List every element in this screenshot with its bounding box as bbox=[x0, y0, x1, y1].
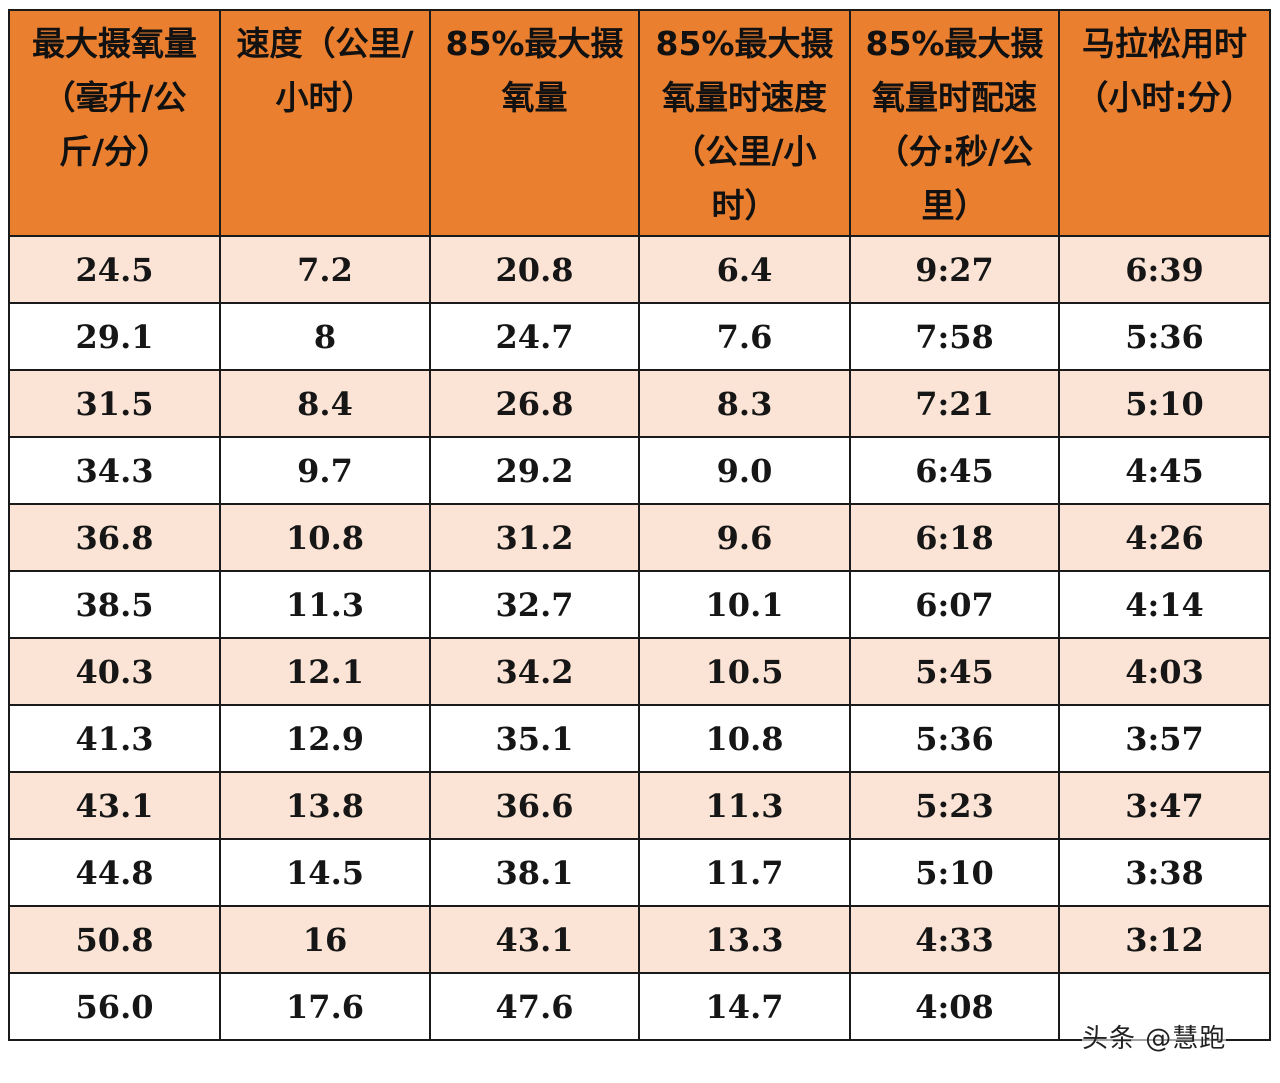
table-cell: 26.8 bbox=[429, 369, 640, 438]
table-cell: 3:47 bbox=[1058, 771, 1271, 840]
table-cell: 17.6 bbox=[219, 972, 431, 1041]
table-cell: 44.8 bbox=[8, 838, 221, 907]
table-cell: 14.5 bbox=[219, 838, 431, 907]
table-cell: 5:36 bbox=[1058, 302, 1271, 371]
table-row: 31.5 8.4 26.8 8.3 7:21 5:10 bbox=[8, 369, 1271, 438]
table-cell: 11.3 bbox=[638, 771, 851, 840]
watermark: 头条 @慧跑 bbox=[1082, 1018, 1227, 1055]
column-header-label: 速度（公里/小时） bbox=[236, 24, 414, 117]
table-cell: 6:39 bbox=[1058, 235, 1271, 304]
vo2max-marathon-table: 最大摄氧量（毫升/公斤/分） 速度（公里/小时） 85%最大摄氧量 85%最大摄氧量时… bbox=[8, 9, 1271, 1041]
table-cell: 36.6 bbox=[429, 771, 640, 840]
column-header-label: 85%最大摄氧量 bbox=[445, 24, 624, 117]
header-row: 最大摄氧量（毫升/公斤/分） 速度（公里/小时） 85%最大摄氧量 85%最大摄氧量时… bbox=[8, 9, 1271, 237]
table-row: 43.1 13.8 36.6 11.3 5:23 3:47 bbox=[8, 771, 1271, 840]
table-cell: 5:23 bbox=[849, 771, 1060, 840]
table-cell: 3:12 bbox=[1058, 905, 1271, 974]
table-cell: 43.1 bbox=[429, 905, 640, 974]
table-cell: 20.8 bbox=[429, 235, 640, 304]
table-cell: 11.3 bbox=[219, 570, 431, 639]
table-cell: 56.0 bbox=[8, 972, 221, 1041]
column-header-3: 85%最大摄氧量时速度（公里/小时） bbox=[638, 9, 851, 237]
table-cell: 5:10 bbox=[849, 838, 1060, 907]
table-cell: 47.6 bbox=[429, 972, 640, 1041]
table-cell: 7:21 bbox=[849, 369, 1060, 438]
table-cell: 8.3 bbox=[638, 369, 851, 438]
table-cell: 3:38 bbox=[1058, 838, 1271, 907]
table-body: 24.5 7.2 20.8 6.4 9:27 6:39 29.1 8 24.7 7.6 7:58 5:… bbox=[8, 235, 1271, 1041]
table-cell: 35.1 bbox=[429, 704, 640, 773]
table-cell: 3:57 bbox=[1058, 704, 1271, 773]
table-cell: 5:36 bbox=[849, 704, 1060, 773]
table-cell: 8.4 bbox=[219, 369, 431, 438]
table-cell: 10.8 bbox=[638, 704, 851, 773]
table-row: 34.3 9.7 29.2 9.0 6:45 4:45 bbox=[8, 436, 1271, 505]
table-cell: 4:33 bbox=[849, 905, 1060, 974]
table-cell: 4:45 bbox=[1058, 436, 1271, 505]
table-cell: 31.5 bbox=[8, 369, 221, 438]
table-cell: 43.1 bbox=[8, 771, 221, 840]
table-cell: 12.1 bbox=[219, 637, 431, 706]
column-header-label: 最大摄氧量（毫升/公斤/分） bbox=[32, 24, 197, 171]
table-cell: 10.1 bbox=[638, 570, 851, 639]
table-cell: 40.3 bbox=[8, 637, 221, 706]
column-header-label: 85%最大摄氧量时配速（分:秒/公里） bbox=[865, 24, 1044, 225]
table-row: 41.3 12.9 35.1 10.8 5:36 3:57 bbox=[8, 704, 1271, 773]
table-row: 40.3 12.1 34.2 10.5 5:45 4:03 bbox=[8, 637, 1271, 706]
table-row: 36.8 10.8 31.2 9.6 6:18 4:26 bbox=[8, 503, 1271, 572]
table-cell: 38.5 bbox=[8, 570, 221, 639]
table-cell: 32.7 bbox=[429, 570, 640, 639]
column-header-label: 马拉松用时（小时:分） bbox=[1075, 24, 1254, 117]
table-cell: 5:45 bbox=[849, 637, 1060, 706]
table-cell: 9.6 bbox=[638, 503, 851, 572]
table-cell: 34.3 bbox=[8, 436, 221, 505]
table-cell: 24.7 bbox=[429, 302, 640, 371]
table-cell: 12.9 bbox=[219, 704, 431, 773]
table-cell: 4:03 bbox=[1058, 637, 1271, 706]
table-row: 29.1 8 24.7 7.6 7:58 5:36 bbox=[8, 302, 1271, 371]
table-cell: 14.7 bbox=[638, 972, 851, 1041]
table-cell: 7.2 bbox=[219, 235, 431, 304]
table-cell: 29.1 bbox=[8, 302, 221, 371]
table-cell: 9:27 bbox=[849, 235, 1060, 304]
column-header-label: 85%最大摄氧量时速度（公里/小时） bbox=[655, 24, 834, 225]
table-cell: 50.8 bbox=[8, 905, 221, 974]
table-cell: 16 bbox=[219, 905, 431, 974]
table-cell: 4:26 bbox=[1058, 503, 1271, 572]
table-cell: 6:18 bbox=[849, 503, 1060, 572]
table-cell: 8 bbox=[219, 302, 431, 371]
table-cell: 24.5 bbox=[8, 235, 221, 304]
table-cell: 41.3 bbox=[8, 704, 221, 773]
table-cell: 31.2 bbox=[429, 503, 640, 572]
table-cell: 38.1 bbox=[429, 838, 640, 907]
column-header-1: 速度（公里/小时） bbox=[219, 9, 431, 237]
table-cell: 7:58 bbox=[849, 302, 1060, 371]
table-row: 38.5 11.3 32.7 10.1 6:07 4:14 bbox=[8, 570, 1271, 639]
table-cell: 36.8 bbox=[8, 503, 221, 572]
table-cell: 13.8 bbox=[219, 771, 431, 840]
table-row: 24.5 7.2 20.8 6.4 9:27 6:39 bbox=[8, 235, 1271, 304]
table-row: 44.8 14.5 38.1 11.7 5:10 3:38 bbox=[8, 838, 1271, 907]
table-cell: 9.0 bbox=[638, 436, 851, 505]
column-header-5: 马拉松用时（小时:分） bbox=[1058, 9, 1271, 237]
table-cell: 6.4 bbox=[638, 235, 851, 304]
table-cell: 4:08 bbox=[849, 972, 1060, 1041]
table-cell: 13.3 bbox=[638, 905, 851, 974]
table-cell: 11.7 bbox=[638, 838, 851, 907]
column-header-0: 最大摄氧量（毫升/公斤/分） bbox=[8, 9, 221, 237]
column-header-4: 85%最大摄氧量时配速（分:秒/公里） bbox=[849, 9, 1060, 237]
table-cell: 5:10 bbox=[1058, 369, 1271, 438]
table-cell: 7.6 bbox=[638, 302, 851, 371]
table-cell: 34.2 bbox=[429, 637, 640, 706]
table-row: 56.0 17.6 47.6 14.7 4:08 bbox=[8, 972, 1271, 1041]
table-cell: 10.8 bbox=[219, 503, 431, 572]
table-cell: 4:14 bbox=[1058, 570, 1271, 639]
table-cell: 10.5 bbox=[638, 637, 851, 706]
column-header-2: 85%最大摄氧量 bbox=[429, 9, 640, 237]
table-row: 50.8 16 43.1 13.3 4:33 3:12 bbox=[8, 905, 1271, 974]
table-cell: 9.7 bbox=[219, 436, 431, 505]
table-cell: 29.2 bbox=[429, 436, 640, 505]
table-cell: 6:45 bbox=[849, 436, 1060, 505]
table-cell: 6:07 bbox=[849, 570, 1060, 639]
